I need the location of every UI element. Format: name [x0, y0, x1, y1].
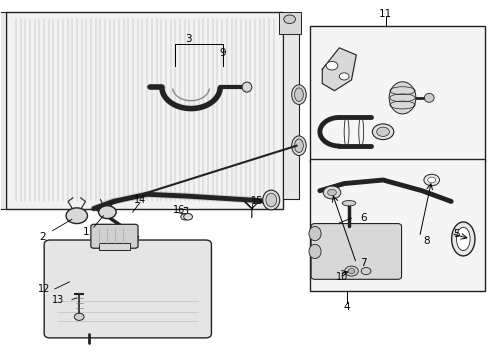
Bar [283, 22, 298, 199]
Circle shape [66, 208, 87, 224]
Bar [0, 12, 6, 208]
Ellipse shape [262, 190, 279, 210]
Ellipse shape [242, 82, 251, 92]
Ellipse shape [451, 222, 474, 256]
Circle shape [344, 266, 358, 276]
Text: 16: 16 [172, 205, 184, 215]
Circle shape [181, 213, 189, 220]
Circle shape [347, 269, 354, 274]
Circle shape [361, 267, 370, 275]
Text: 5: 5 [452, 229, 458, 239]
Text: 4: 4 [343, 302, 349, 312]
Circle shape [327, 189, 336, 196]
Bar [309, 26, 484, 162]
Text: 12: 12 [38, 284, 50, 294]
Bar [309, 158, 484, 291]
Ellipse shape [265, 193, 276, 207]
Circle shape [339, 73, 348, 80]
FancyBboxPatch shape [44, 240, 211, 338]
Text: 10: 10 [335, 272, 347, 282]
Ellipse shape [294, 88, 303, 102]
Circle shape [427, 177, 435, 183]
Circle shape [423, 174, 439, 186]
Circle shape [183, 213, 192, 220]
Circle shape [283, 15, 295, 23]
Polygon shape [322, 48, 356, 91]
Text: 8: 8 [423, 236, 429, 246]
Ellipse shape [342, 201, 355, 206]
Ellipse shape [456, 227, 469, 251]
Ellipse shape [308, 226, 321, 241]
Bar [278, 12, 301, 33]
Circle shape [372, 124, 393, 140]
Text: 6: 6 [360, 212, 366, 222]
FancyBboxPatch shape [310, 224, 401, 279]
Text: 13: 13 [52, 295, 64, 305]
Text: 14: 14 [134, 195, 146, 204]
Ellipse shape [291, 136, 305, 156]
Text: 3: 3 [185, 34, 191, 44]
Circle shape [376, 127, 388, 136]
Text: 1: 1 [83, 227, 90, 237]
Text: 7: 7 [360, 258, 366, 268]
Ellipse shape [424, 93, 433, 102]
Ellipse shape [291, 85, 305, 104]
Text: 9: 9 [219, 48, 225, 58]
Circle shape [74, 313, 84, 320]
Text: 11: 11 [378, 9, 391, 19]
Circle shape [99, 206, 116, 219]
Ellipse shape [308, 244, 321, 258]
FancyBboxPatch shape [91, 224, 138, 248]
Ellipse shape [388, 82, 415, 114]
Circle shape [323, 186, 340, 199]
Text: 15: 15 [250, 197, 263, 206]
Bar [99, 243, 130, 249]
Circle shape [325, 62, 337, 70]
Text: 2: 2 [40, 232, 46, 242]
Bar [6, 12, 283, 208]
Ellipse shape [294, 139, 303, 153]
